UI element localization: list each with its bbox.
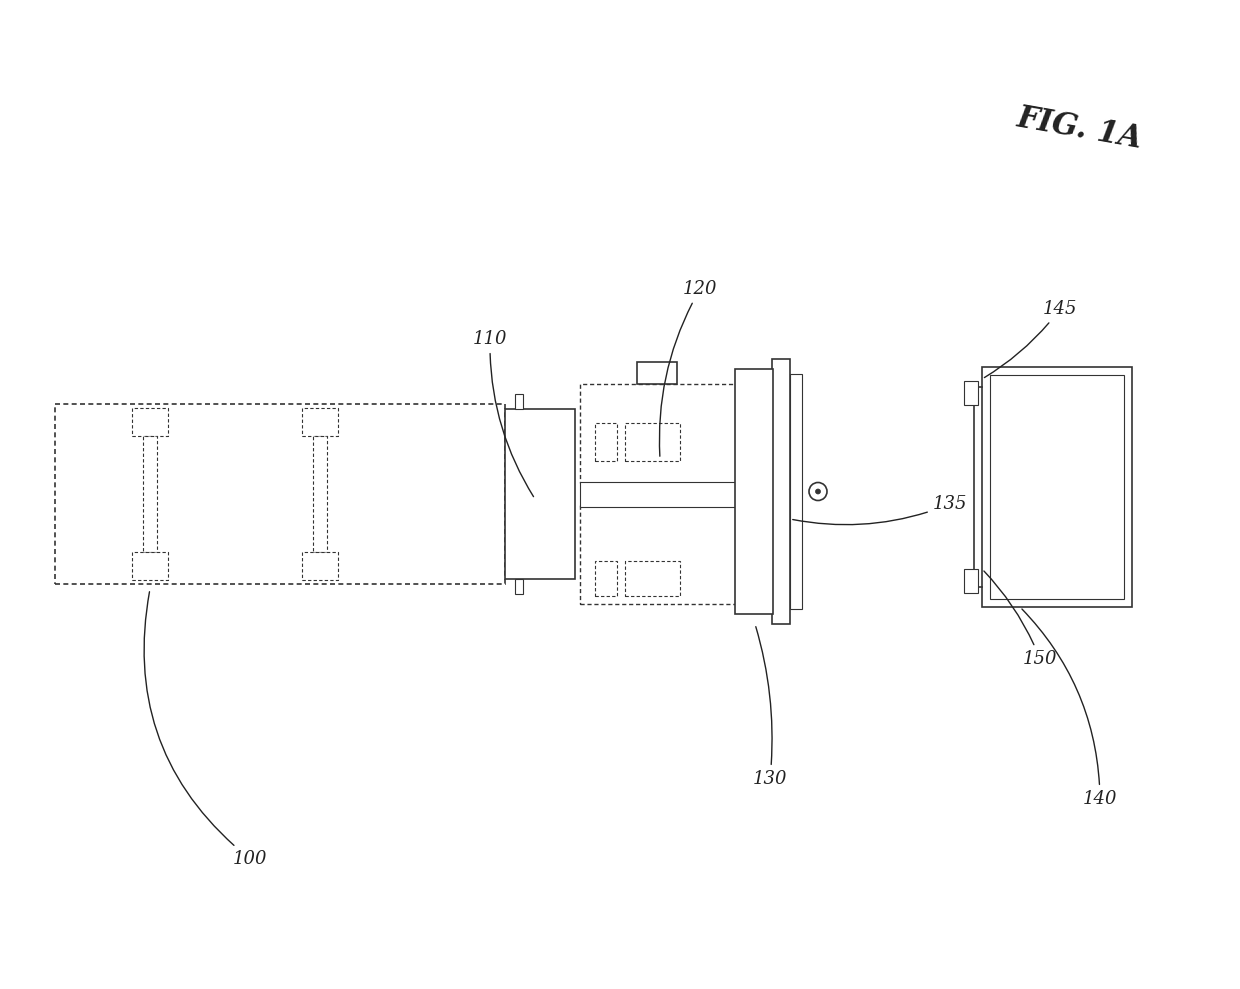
FancyBboxPatch shape [595, 561, 618, 596]
FancyBboxPatch shape [773, 359, 790, 624]
FancyBboxPatch shape [312, 436, 327, 552]
Text: 100: 100 [144, 591, 268, 868]
FancyBboxPatch shape [55, 404, 505, 584]
Text: 140: 140 [1022, 609, 1117, 808]
FancyBboxPatch shape [963, 381, 978, 405]
FancyBboxPatch shape [131, 408, 167, 436]
Text: FIG. 1A: FIG. 1A [1014, 103, 1146, 155]
FancyBboxPatch shape [303, 552, 339, 580]
FancyBboxPatch shape [595, 423, 618, 461]
FancyBboxPatch shape [735, 369, 773, 614]
FancyBboxPatch shape [515, 579, 523, 594]
Text: 110: 110 [472, 330, 533, 496]
FancyBboxPatch shape [580, 482, 770, 507]
FancyBboxPatch shape [982, 367, 1132, 607]
FancyBboxPatch shape [505, 409, 575, 579]
FancyBboxPatch shape [790, 374, 802, 609]
FancyBboxPatch shape [131, 552, 167, 580]
FancyBboxPatch shape [637, 362, 677, 384]
FancyBboxPatch shape [580, 384, 770, 483]
FancyBboxPatch shape [625, 423, 680, 461]
Text: 150: 150 [983, 571, 1058, 668]
Text: 145: 145 [985, 300, 1078, 378]
FancyBboxPatch shape [515, 394, 523, 409]
FancyBboxPatch shape [625, 561, 680, 596]
FancyBboxPatch shape [963, 569, 978, 593]
Text: 120: 120 [660, 280, 717, 456]
FancyBboxPatch shape [303, 408, 339, 436]
Text: 130: 130 [753, 627, 787, 788]
Text: 135: 135 [792, 495, 967, 525]
FancyBboxPatch shape [580, 505, 770, 604]
FancyBboxPatch shape [990, 375, 1123, 599]
FancyBboxPatch shape [143, 436, 157, 552]
Circle shape [816, 489, 821, 494]
